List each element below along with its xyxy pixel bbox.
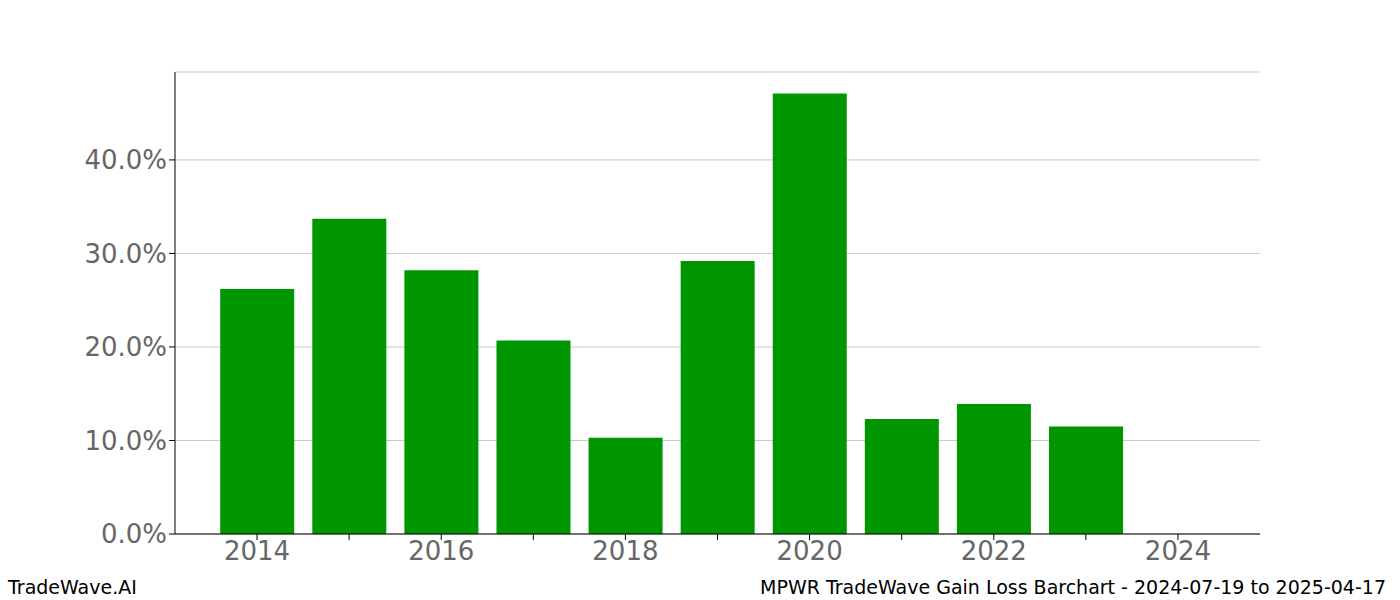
svg-text:2020: 2020 bbox=[777, 536, 843, 566]
svg-text:0.0%: 0.0% bbox=[101, 519, 167, 549]
svg-text:2016: 2016 bbox=[408, 536, 474, 566]
html-text:MPWR TradeWave Gain Loss Barch: MPWR TradeWave Gain Loss Barchart - 2024… bbox=[760, 576, 1386, 598]
svg-text:2022: 2022 bbox=[961, 536, 1027, 566]
html-text:TradeWave.AI: TradeWave.AI bbox=[8, 576, 137, 598]
svg-text:2018: 2018 bbox=[592, 536, 658, 566]
svg-text:10.0%: 10.0% bbox=[84, 426, 167, 456]
svg-text:40.0%: 40.0% bbox=[84, 145, 167, 175]
svg-text:20.0%: 20.0% bbox=[84, 332, 167, 362]
svg-text:30.0%: 30.0% bbox=[84, 239, 167, 269]
svg-text:2014: 2014 bbox=[224, 536, 290, 566]
svg-text:2024: 2024 bbox=[1145, 536, 1211, 566]
